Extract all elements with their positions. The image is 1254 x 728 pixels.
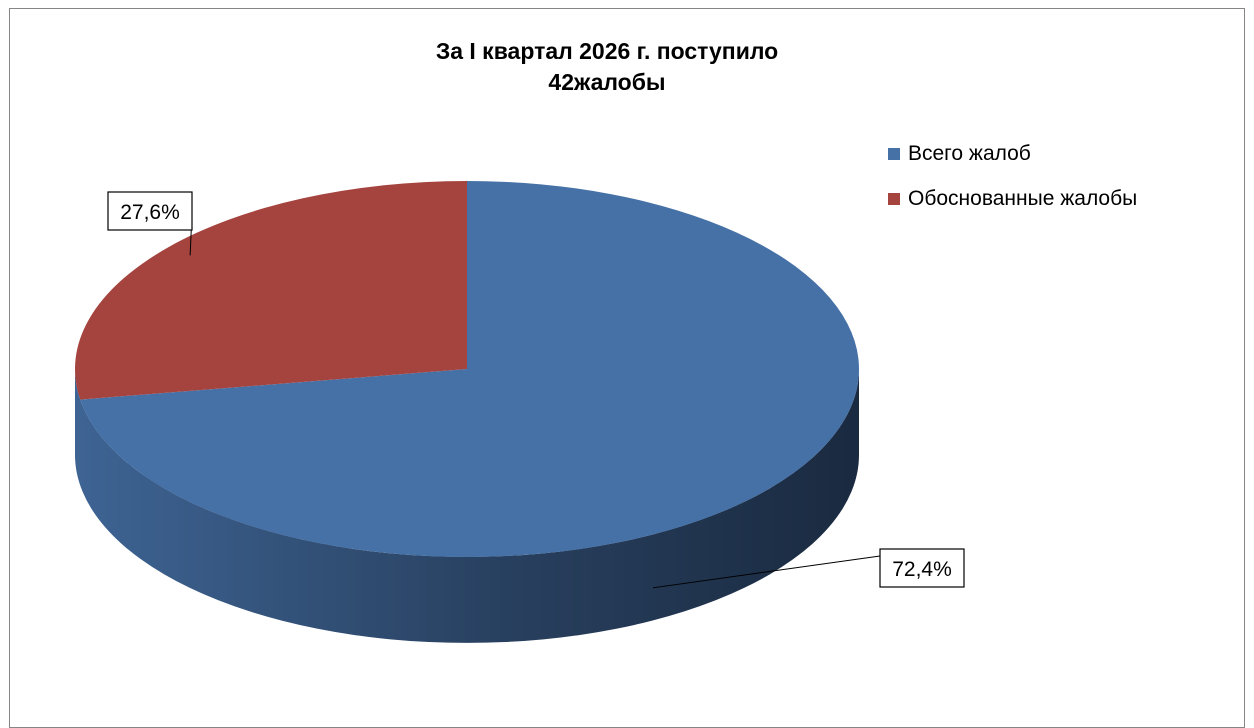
chart-legend: Всего жалоб Обоснованные жалобы xyxy=(888,140,1137,230)
data-label-total-box xyxy=(879,548,965,588)
legend-label-justified: Обоснованные жалобы xyxy=(908,187,1138,210)
legend-item-justified: Обоснованные жалобы xyxy=(888,185,1137,213)
data-label-justified-box xyxy=(107,191,193,231)
pie-slice-side-total xyxy=(75,369,859,643)
data-label-total-leader xyxy=(652,555,881,589)
data-label-justified: 27,6% xyxy=(120,201,180,224)
chart-title-line2: 42жалобы xyxy=(548,69,666,95)
legend-swatch-total xyxy=(888,148,900,160)
chart-title: За I квартал 2026 г. поступило 42жалобы xyxy=(0,36,1214,98)
legend-swatch-justified xyxy=(888,193,900,205)
pie-slice-justified xyxy=(75,181,468,400)
legend-item-total: Всего жалоб xyxy=(888,140,1137,168)
data-label-total: 72,4% xyxy=(892,558,952,581)
pie-slice-total xyxy=(80,181,859,557)
legend-label-total: Всего жалоб xyxy=(908,142,1031,165)
chart-title-line1: За I квартал 2026 г. поступило xyxy=(435,38,779,64)
